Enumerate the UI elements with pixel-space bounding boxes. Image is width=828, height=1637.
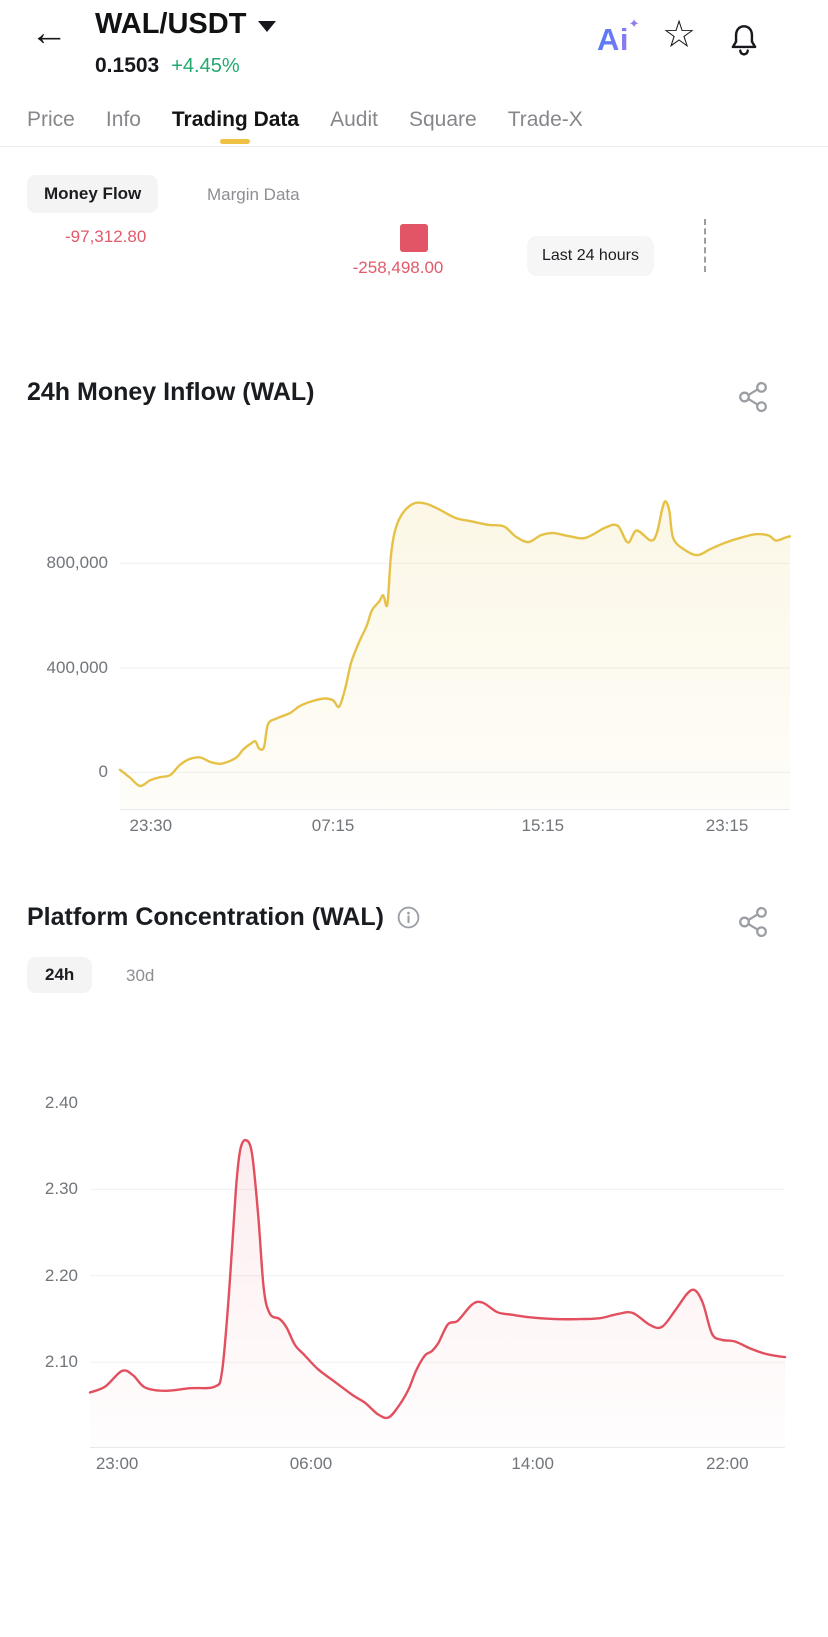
y-axis-label: 2.20 (44, 1265, 78, 1285)
pair-title-label: WAL/USDT (95, 8, 247, 40)
divider (0, 146, 828, 147)
x-axis-line (90, 1447, 785, 1448)
tab-price[interactable]: Price (27, 108, 75, 131)
info-icon[interactable] (396, 905, 421, 930)
tab-audit[interactable]: Audit (330, 108, 378, 131)
price-change-percent: +4.45% (171, 55, 240, 77)
pair-title[interactable]: WAL/USDT (95, 8, 277, 41)
flow-bar-value: -258,498.00 (352, 258, 444, 277)
y-axis-label: 2.10 (44, 1352, 78, 1372)
x-axis-label: 15:15 (521, 816, 565, 835)
y-axis-label: 400,000 (46, 657, 108, 677)
inflow-section-title: 24h Money Inflow (WAL) (27, 378, 315, 407)
x-axis-label: 23:00 (95, 1454, 139, 1473)
tab-square[interactable]: Square (408, 108, 477, 131)
platform-concentration-plot[interactable] (88, 1090, 787, 1447)
x-axis-label: 07:15 (311, 816, 355, 835)
time-range-button[interactable]: Last 24 hours (527, 236, 654, 276)
x-axis-label: 14:00 (511, 1454, 554, 1473)
tab-info[interactable]: Info (105, 108, 141, 131)
bottom-action-bar: More Hub Margin Buy Sell (0, 1480, 828, 1637)
x-axis-label: 22:00 (706, 1454, 749, 1473)
y-axis-label: 2.30 (44, 1179, 78, 1199)
x-axis-label: 23:15 (705, 816, 749, 835)
back-arrow-icon[interactable] (30, 14, 68, 52)
platform-concentration-area-fill (90, 1140, 785, 1447)
flow-bar-marker (400, 224, 428, 252)
money-inflow-line (118, 500, 792, 788)
platform-concentration-line (88, 1138, 787, 1420)
money-flow-tab[interactable]: Money Flow (27, 175, 159, 213)
money-inflow-area-fill (120, 501, 790, 809)
favorite-star-icon[interactable] (662, 16, 696, 54)
tab-trading-data[interactable]: Trading Data (171, 108, 300, 131)
inflow-title-label: 24h Money Inflow (WAL) (27, 378, 315, 406)
money-inflow-plot[interactable] (118, 460, 792, 809)
chevron-down-icon (258, 21, 277, 32)
concentration-section-title: Platform Concentration (WAL) (27, 903, 421, 932)
y-axis-label: 2.40 (44, 1092, 78, 1112)
concentration-title-label: Platform Concentration (WAL) (27, 903, 384, 931)
nav-tab-bar: Price Info Trading Data Audit Square Tra… (0, 96, 583, 144)
x-axis-label: 23:30 (129, 816, 173, 835)
share-icon[interactable] (736, 905, 770, 939)
notification-bell-icon[interactable] (726, 21, 762, 62)
range-30d-button[interactable]: 30d (126, 966, 155, 985)
ai-assistant-icon[interactable]: Ai (597, 16, 640, 58)
current-price: 0.1503 (95, 54, 160, 77)
money-inflow-chart[interactable]: 800,000 400,000 0 23:30 07:15 15:15 23:15 (0, 460, 828, 835)
platform-concentration-chart[interactable]: 2.40 2.30 2.20 2.10 23:00 06:00 14:00 22:00 (0, 1090, 828, 1473)
share-icon[interactable] (736, 380, 770, 414)
dashed-divider (704, 219, 706, 272)
range-24h-button[interactable]: 24h (27, 957, 93, 993)
flow-value-left: -97,312.80 (65, 227, 147, 246)
x-axis-label: 06:00 (289, 1454, 333, 1473)
x-axis-line (120, 809, 790, 810)
margin-data-tab[interactable]: Margin Data (207, 185, 300, 204)
price-row: 0.1503 +4.45% (95, 54, 240, 78)
y-axis-label: 0 (98, 762, 108, 782)
tab-trade-x[interactable]: Trade-X (507, 108, 583, 131)
y-axis-label: 800,000 (46, 553, 108, 573)
